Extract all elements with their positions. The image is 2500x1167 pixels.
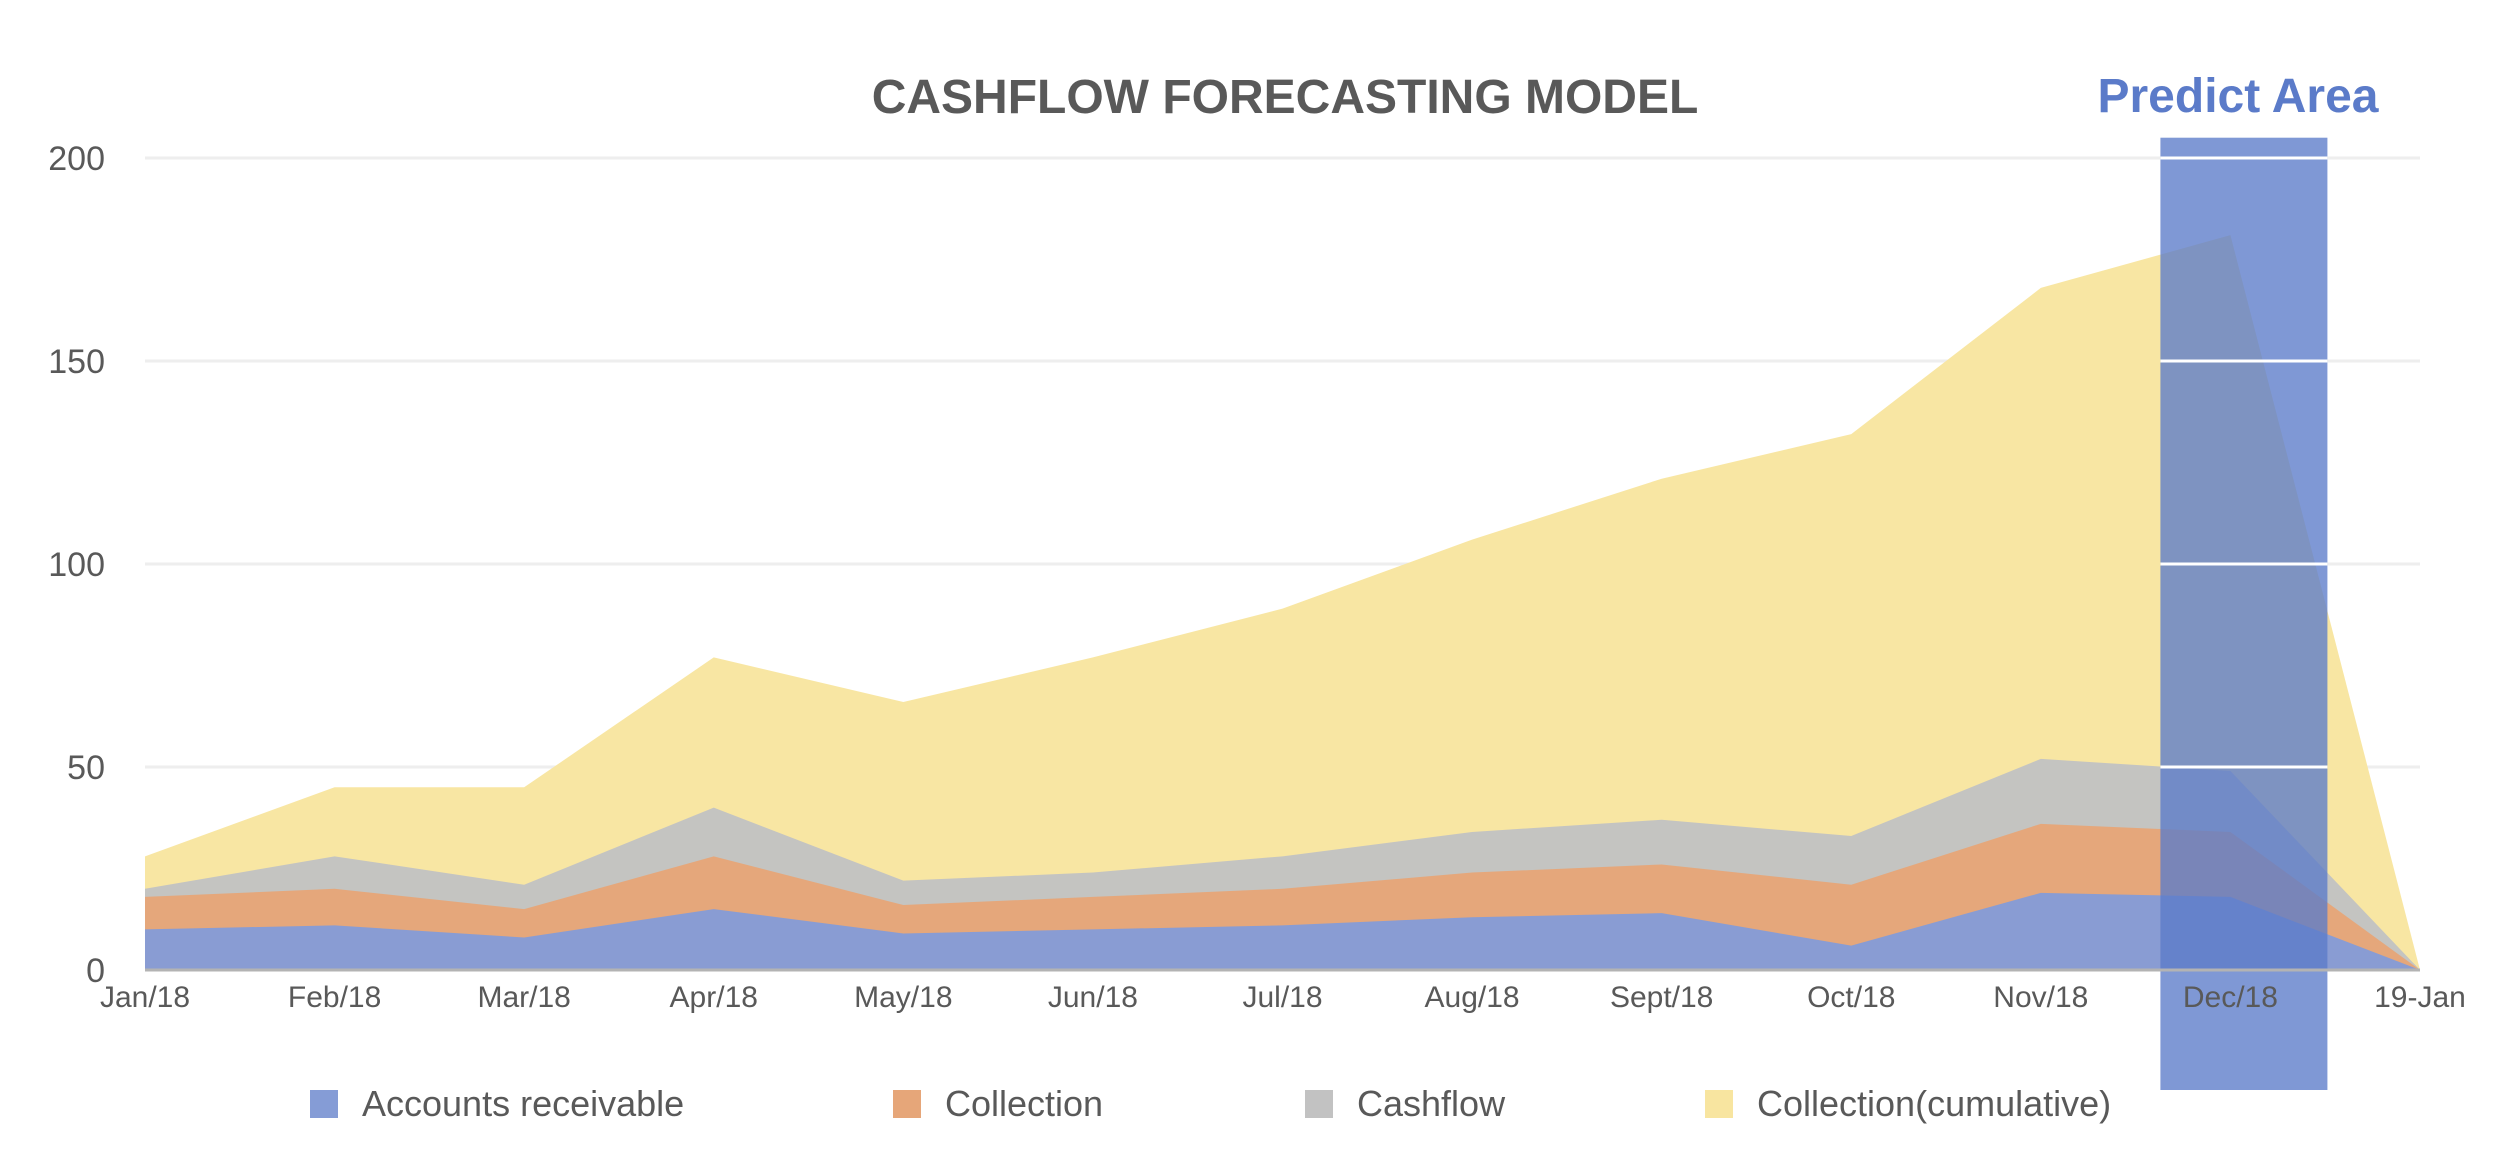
x-tick-label: Aug/18 — [1425, 981, 1520, 1014]
legend-item-cashflow: Cashflow — [1305, 1083, 1506, 1124]
area-accounts-receivable — [145, 892, 2420, 970]
chart-title: CASHFLOW FORECASTING MODEL — [872, 71, 1699, 124]
legend-swatch — [310, 1090, 338, 1118]
y-tick-label: 0 — [86, 952, 105, 990]
x-tick-label: Feb/18 — [288, 981, 381, 1014]
legend-label: Collection — [945, 1083, 1103, 1124]
x-tick-label: May/18 — [854, 981, 952, 1014]
legend-item-collection: Collection — [893, 1083, 1103, 1124]
x-tick-label: Mar/18 — [477, 981, 570, 1014]
x-tick-label: Sept/18 — [1610, 981, 1713, 1014]
legend-label: Accounts receivable — [362, 1083, 684, 1124]
x-tick-label: Apr/18 — [670, 981, 758, 1014]
legend-swatch — [1305, 1090, 1333, 1118]
legend: Accounts receivable Collection Cashflow Col… — [310, 1083, 2111, 1124]
predict-area — [2160, 137, 2328, 1090]
x-tick-label: Nov/18 — [1993, 981, 2088, 1014]
y-tick-label: 200 — [48, 140, 105, 178]
y-tick-label: 150 — [48, 343, 105, 381]
y-tick-label: 100 — [48, 546, 105, 584]
x-tick-label: Jan/18 — [100, 981, 190, 1014]
legend-item-accounts-receivable: Accounts receivable — [310, 1083, 684, 1124]
y-tick-label: 50 — [67, 749, 105, 787]
axis-layer: 0 50 100 150 200 Jan/18 Feb/18 Mar/18 Apr/18 May/… — [48, 140, 2466, 1014]
area-collection-cumulative — [145, 235, 2420, 970]
predict-area-label: Predict Area — [2097, 70, 2378, 123]
legend-label: Collection(cumulative) — [1757, 1083, 2111, 1124]
legend-label: Cashflow — [1357, 1083, 1506, 1124]
x-tick-label: Oct/18 — [1807, 981, 1895, 1014]
legend-swatch — [1705, 1090, 1733, 1118]
x-tick-label: Dec/18 — [2183, 981, 2278, 1014]
legend-item-collection-cumulative: Collection(cumulative) — [1705, 1083, 2111, 1124]
x-tick-label: Jul/18 — [1242, 981, 1322, 1014]
x-tick-label: 19-Jan — [2374, 981, 2466, 1014]
predict-area-band — [2160, 137, 2328, 1090]
area-layer — [145, 235, 2420, 970]
legend-swatch — [893, 1090, 921, 1118]
x-tick-label: Jun/18 — [1048, 981, 1138, 1014]
